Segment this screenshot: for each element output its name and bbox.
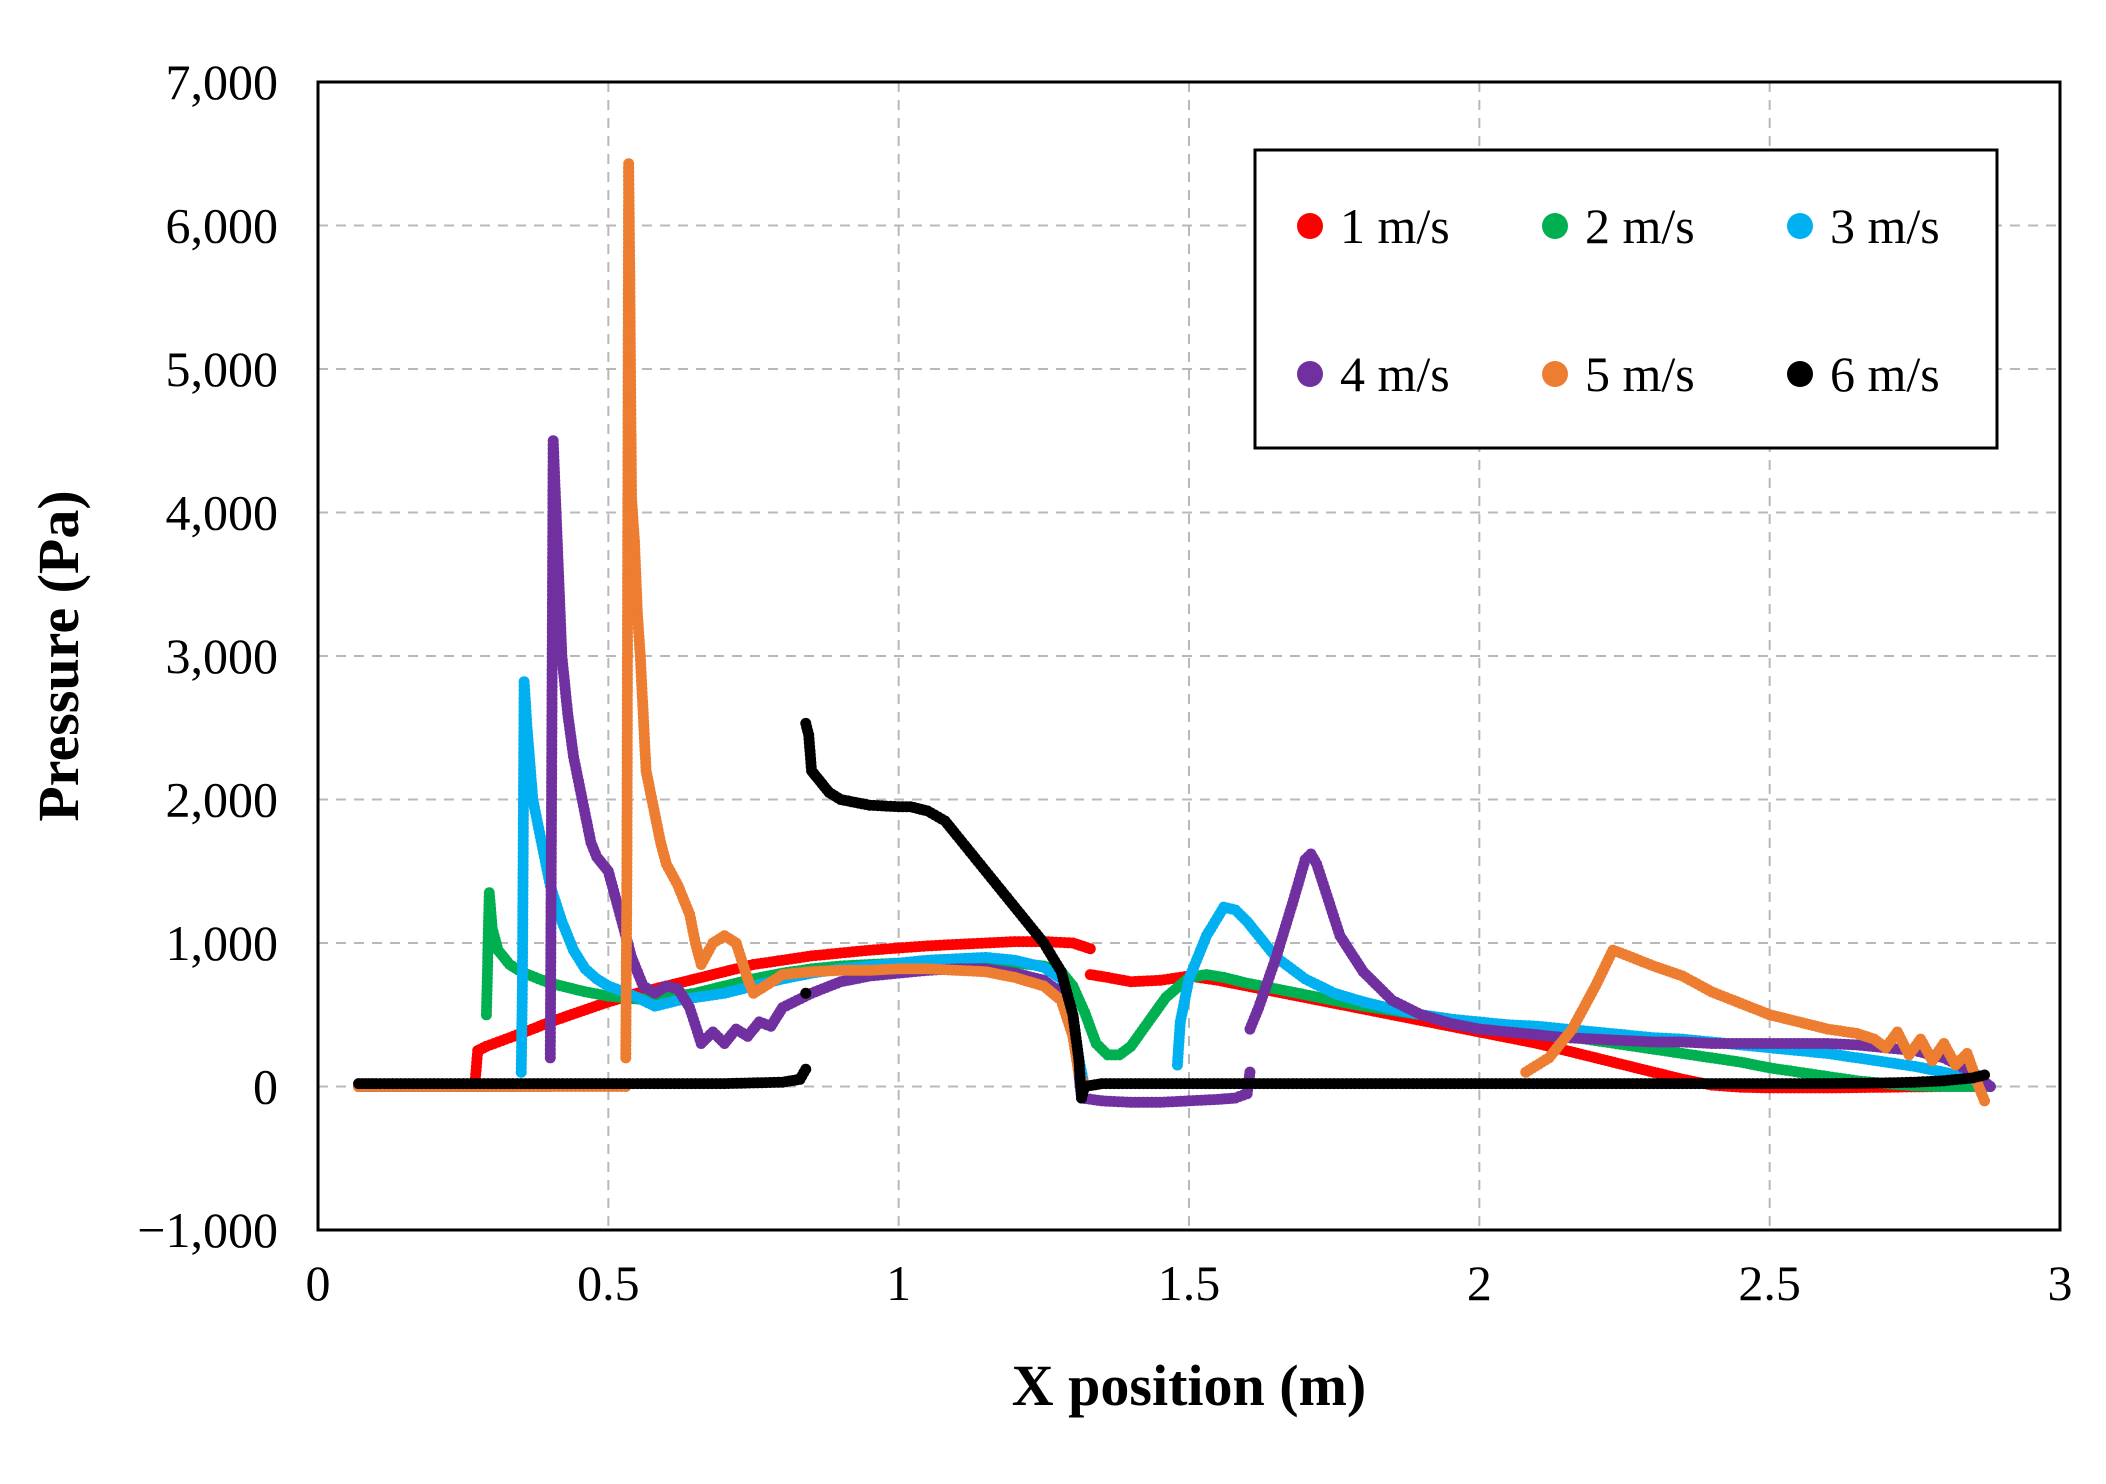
data-point <box>800 987 812 999</box>
data-point <box>800 1063 812 1075</box>
x-tick-label: 2.5 <box>1738 1255 1801 1311</box>
x-tick-label: 0.5 <box>577 1255 640 1311</box>
legend-box <box>1253 148 1999 450</box>
data-point <box>1244 1066 1256 1078</box>
legend-marker <box>1542 213 1568 239</box>
legend-item: 4 m/s <box>1297 346 1450 402</box>
legend-label: 2 m/s <box>1585 198 1695 254</box>
y-tick-label: 7,000 <box>166 54 279 110</box>
y-tick-label: 4,000 <box>166 485 279 541</box>
legend-label: 6 m/s <box>1830 346 1940 402</box>
legend-marker <box>1297 361 1323 387</box>
legend-marker <box>1787 361 1813 387</box>
x-tick-label: 0 <box>306 1255 331 1311</box>
y-axis-ticks: −1,000 0 1,000 2,000 3,000 4,000 5,000 6,000 7,0… <box>137 54 278 1258</box>
data-point <box>1984 1081 1996 1092</box>
y-tick-label: 1,000 <box>166 915 279 971</box>
y-tick-label: −1,000 <box>137 1202 278 1258</box>
legend-marker <box>1297 213 1323 239</box>
x-tick-label: 1.5 <box>1158 1255 1221 1311</box>
legend-item: 6 m/s <box>1787 346 1940 402</box>
x-axis-title: X position (m) <box>1012 1353 1366 1418</box>
y-axis-title: Pressure (Pa) <box>26 490 91 821</box>
legend-item: 3 m/s <box>1787 198 1940 254</box>
data-point <box>1084 943 1096 955</box>
x-tick-label: 2 <box>1467 1255 1492 1311</box>
legend-item: 5 m/s <box>1542 346 1695 402</box>
y-tick-label: 6,000 <box>166 198 279 254</box>
y-tick-label: 3,000 <box>166 628 279 684</box>
legend-label: 4 m/s <box>1340 346 1450 402</box>
y-tick-label: 2,000 <box>166 772 279 828</box>
x-tick-label: 1 <box>886 1255 911 1311</box>
series-layer <box>353 158 1996 1108</box>
legend-label: 3 m/s <box>1830 198 1940 254</box>
data-point <box>1979 1069 1991 1081</box>
legend-marker <box>1542 361 1568 387</box>
series-6-m-s <box>353 717 1991 1104</box>
x-tick-label: 3 <box>2048 1255 2073 1311</box>
data-point <box>1979 1095 1991 1107</box>
legend-marker <box>1787 213 1813 239</box>
legend-label: 1 m/s <box>1340 198 1450 254</box>
y-tick-label: 0 <box>253 1059 278 1115</box>
legend: 1 m/s 2 m/s 3 m/s 4 m/s 5 m/s 6 m/s <box>1253 148 1999 450</box>
y-tick-label: 5,000 <box>166 341 279 397</box>
x-axis-ticks: 0 0.5 1 1.5 2 2.5 3 <box>306 1255 2073 1311</box>
legend-item: 1 m/s <box>1297 198 1450 254</box>
plot-frame <box>316 80 2062 1232</box>
legend-label: 5 m/s <box>1585 346 1695 402</box>
legend-item: 2 m/s <box>1542 198 1695 254</box>
